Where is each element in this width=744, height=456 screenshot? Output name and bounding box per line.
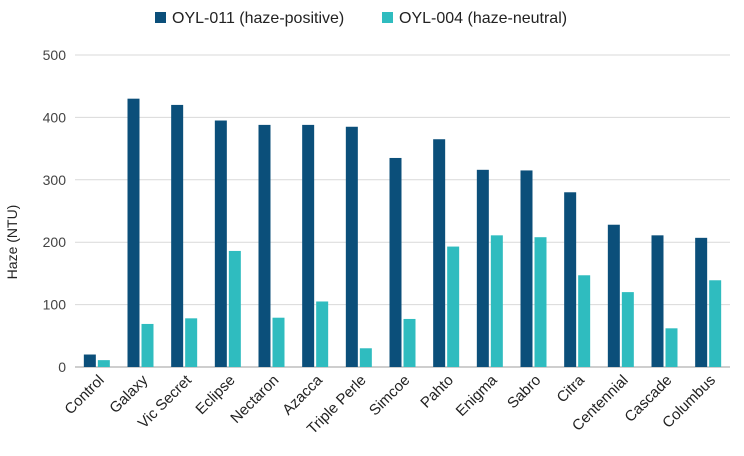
gridlines xyxy=(75,54,730,368)
legend-swatch-series-1 xyxy=(155,12,166,23)
bar-series-2 xyxy=(359,348,372,367)
x-tick-label: Citra xyxy=(554,371,589,406)
x-tick-label: Sabro xyxy=(504,372,544,412)
legend-label-series-2: OYL-004 (haze-neutral) xyxy=(399,10,567,27)
bars xyxy=(83,98,722,368)
bar-series-2 xyxy=(272,317,285,367)
x-tick-label: Nectaron xyxy=(227,372,282,427)
y-axis-ticks: 0 100 200 300 400 500 xyxy=(43,47,67,375)
legend-label-series-1: OYL-011 (haze-positive) xyxy=(172,10,344,27)
chart-legend: OYL-011 (haze-positive) OYL-004 (haze-ne… xyxy=(155,10,567,27)
bar-series-2 xyxy=(185,318,198,367)
bar-series-2 xyxy=(709,280,722,367)
bar-series-1 xyxy=(214,120,227,368)
bar-series-1 xyxy=(345,126,358,367)
bar-series-1 xyxy=(564,192,577,367)
legend-swatch-series-2 xyxy=(382,12,393,23)
bar-series-2 xyxy=(621,292,634,367)
y-tick-label: 300 xyxy=(43,172,67,188)
y-tick-label: 0 xyxy=(58,359,66,375)
x-tick-label: Enigma xyxy=(453,371,501,419)
x-tick-label: Control xyxy=(61,372,107,418)
bar-series-1 xyxy=(607,224,620,367)
y-tick-label: 500 xyxy=(43,47,67,63)
bar-series-1 xyxy=(302,124,315,367)
bar-series-2 xyxy=(665,328,678,367)
bar-series-2 xyxy=(403,318,416,367)
bar-series-2 xyxy=(447,246,460,367)
bar-series-1 xyxy=(476,169,489,367)
bar-series-1 xyxy=(695,237,708,367)
y-axis-title: Haze (NTU) xyxy=(4,205,20,280)
bar-series-1 xyxy=(171,104,184,368)
y-tick-label: 200 xyxy=(43,234,67,250)
bar-series-1 xyxy=(258,124,271,367)
bar-series-2 xyxy=(316,301,329,367)
bar-series-2 xyxy=(97,360,110,367)
bar-series-2 xyxy=(490,235,503,367)
y-tick-label: 400 xyxy=(43,109,67,125)
y-tick-label: 100 xyxy=(43,297,67,313)
bar-series-1 xyxy=(651,235,664,367)
bar-series-1 xyxy=(389,157,402,367)
bar-series-1 xyxy=(433,139,446,367)
x-tick-label: Simcoe xyxy=(366,372,413,419)
bar-series-2 xyxy=(578,275,591,367)
bar-series-1 xyxy=(127,98,140,368)
x-tick-label: Pahto xyxy=(417,372,457,412)
bar-series-1 xyxy=(520,170,533,367)
bar-series-2 xyxy=(534,237,547,367)
bar-series-1 xyxy=(83,354,96,367)
bar-series-2 xyxy=(141,323,154,367)
bar-series-2 xyxy=(228,250,241,367)
